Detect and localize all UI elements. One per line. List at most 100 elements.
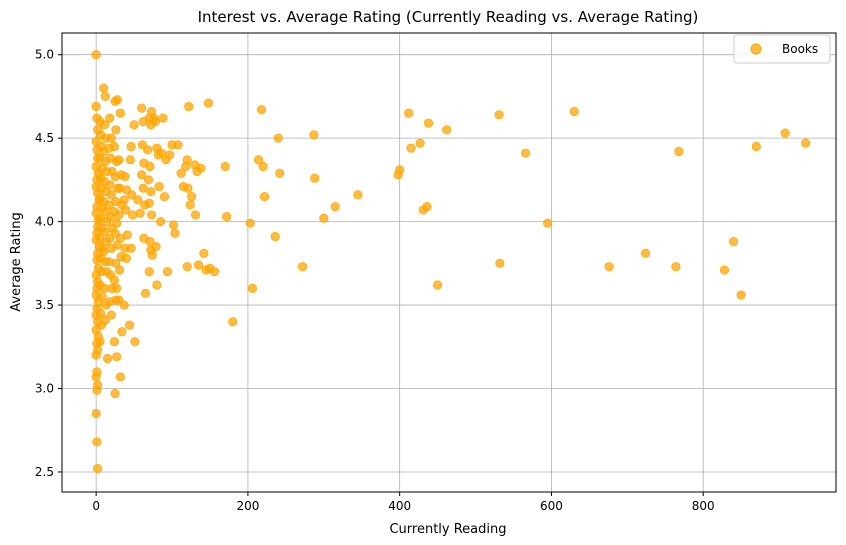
data-point — [154, 181, 164, 192]
data-point — [182, 155, 192, 165]
data-point — [91, 372, 101, 382]
data-point — [106, 133, 116, 143]
data-point — [145, 161, 155, 172]
data-points — [91, 50, 811, 474]
data-point — [423, 118, 434, 128]
data-point — [495, 258, 505, 268]
data-point — [422, 201, 432, 212]
data-point — [143, 145, 153, 155]
data-point — [415, 138, 425, 148]
data-point — [273, 133, 283, 143]
data-point — [199, 248, 209, 258]
x-tick-label: 600 — [540, 499, 563, 513]
data-point — [330, 201, 340, 212]
data-point — [187, 191, 197, 202]
data-point — [569, 106, 579, 117]
x-tick-label: 800 — [692, 499, 715, 513]
x-tick-label: 200 — [236, 499, 259, 513]
data-point — [91, 101, 101, 112]
data-point — [135, 208, 145, 218]
data-point — [92, 385, 102, 395]
data-point — [152, 280, 162, 290]
y-tick-label: 3.5 — [35, 298, 54, 312]
data-point — [112, 218, 122, 228]
data-point — [353, 190, 363, 200]
legend: Books — [733, 34, 831, 64]
data-point — [158, 113, 168, 123]
data-point — [140, 288, 151, 298]
data-point — [115, 265, 125, 275]
data-point — [109, 337, 119, 347]
x-axis-label: Currently Reading — [389, 522, 506, 537]
data-point — [203, 98, 214, 108]
data-point — [95, 337, 105, 347]
data-point — [442, 125, 452, 135]
y-tick-label: 4.5 — [35, 131, 54, 145]
data-point — [162, 267, 173, 277]
data-point — [728, 237, 739, 247]
data-point — [270, 232, 280, 242]
x-axis-ticks: 0 200 400 600 800 — [92, 492, 715, 513]
data-point — [121, 253, 132, 263]
data-point — [115, 108, 126, 118]
data-point — [110, 388, 120, 399]
data-point — [156, 217, 166, 227]
data-point — [109, 275, 119, 285]
data-point — [91, 50, 101, 60]
data-point — [122, 230, 132, 240]
data-point — [184, 101, 194, 112]
data-point — [310, 173, 320, 183]
data-point — [121, 205, 131, 215]
data-point — [114, 155, 124, 165]
data-point — [640, 248, 651, 258]
data-point — [106, 310, 116, 320]
data-point — [196, 163, 206, 173]
data-point — [106, 190, 116, 200]
data-point — [736, 290, 746, 300]
data-point — [99, 283, 110, 293]
data-point — [247, 283, 258, 293]
data-point — [521, 148, 531, 158]
data-point — [112, 95, 122, 105]
data-point — [146, 210, 157, 220]
grid-lines — [62, 33, 836, 492]
data-point — [159, 191, 170, 202]
data-point — [319, 213, 329, 223]
data-point — [297, 262, 308, 272]
data-point — [133, 195, 143, 205]
data-point — [674, 146, 684, 157]
data-point — [114, 210, 124, 220]
data-point — [127, 210, 138, 220]
data-point — [130, 337, 140, 347]
data-point — [433, 280, 443, 290]
data-point — [112, 352, 122, 362]
data-point — [105, 113, 115, 123]
data-point — [751, 141, 761, 152]
data-point — [115, 372, 126, 382]
data-point — [137, 103, 147, 113]
data-point — [258, 161, 268, 172]
data-point — [91, 408, 101, 419]
data-point — [119, 300, 129, 310]
data-point — [109, 141, 119, 152]
data-point — [138, 183, 148, 193]
data-point — [146, 186, 156, 197]
data-point — [97, 292, 107, 302]
data-point — [228, 317, 238, 327]
data-point — [99, 83, 109, 93]
data-point — [404, 108, 414, 118]
y-tick-label: 3.0 — [35, 382, 54, 396]
x-tick-label: 0 — [92, 499, 100, 513]
data-point — [127, 190, 137, 200]
data-point — [100, 315, 110, 325]
legend-marker — [750, 43, 762, 55]
data-point — [144, 267, 154, 277]
data-point — [168, 220, 179, 230]
data-point — [190, 210, 201, 220]
data-point — [99, 120, 110, 130]
data-point — [395, 165, 405, 175]
data-point — [253, 155, 264, 165]
data-point — [260, 191, 270, 202]
data-point — [275, 168, 285, 178]
